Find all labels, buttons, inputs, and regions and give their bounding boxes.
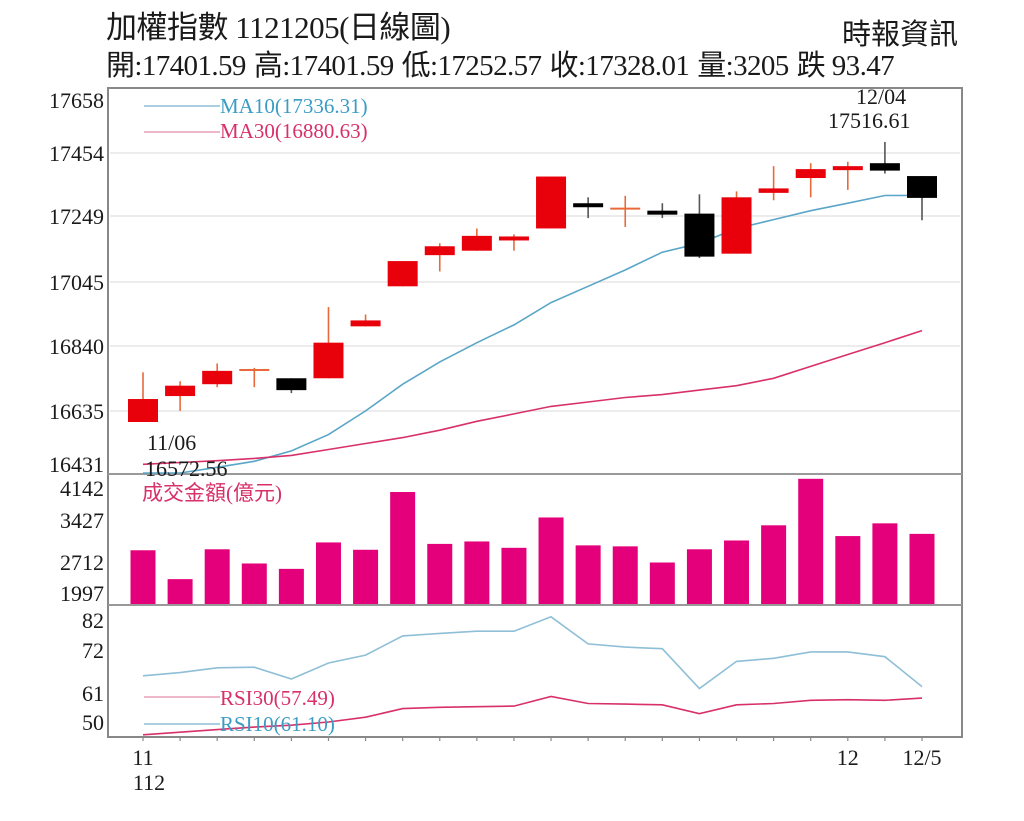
- volume-y-tick: 3427: [60, 508, 104, 533]
- volume-bar: [575, 545, 601, 604]
- source-label: 時報資訊: [841, 19, 958, 51]
- candle: [907, 176, 937, 221]
- x-axis-label: 12/5: [902, 745, 941, 770]
- candle: [721, 191, 752, 254]
- rsi10-line: [142, 615, 923, 690]
- ma30-legend-label: MA30(16880.63): [220, 119, 368, 143]
- volume-bar: [501, 547, 527, 604]
- volume-bar: [241, 563, 267, 604]
- price-y-tick: 17454: [49, 141, 104, 166]
- volume-bars: [130, 478, 935, 604]
- candle: [313, 307, 344, 379]
- candle: [424, 243, 455, 272]
- price-y-tick: 17045: [49, 270, 104, 295]
- volume-panel-title: 成交金額(億元): [142, 481, 282, 505]
- rsi-y-axis: 82 72 61 50: [82, 608, 104, 735]
- volume-bar: [761, 525, 787, 604]
- candle: [610, 195, 641, 227]
- low-value: 低:17252.57: [401, 50, 542, 82]
- volume-bar: [798, 478, 824, 604]
- ma10-line: [143, 194, 923, 474]
- x-axis-label: 11: [132, 745, 153, 770]
- volume-bar: [390, 492, 416, 604]
- low-date-annotation: 11/06: [147, 430, 196, 455]
- volume-bar: [686, 549, 712, 604]
- volume-bar: [835, 536, 861, 604]
- ma-legend: MA10(17336.31) MA30(16880.63): [144, 94, 368, 143]
- price-y-tick: 16635: [49, 399, 104, 424]
- volume-value: 量:3205: [697, 50, 789, 82]
- candle: [387, 261, 418, 287]
- panel-frames: [107, 87, 963, 738]
- candlesticks: [128, 141, 937, 423]
- volume-y-axis: 4142 3427 2712 1997: [60, 476, 104, 606]
- high-value: 高:17401.59: [253, 50, 394, 82]
- price-y-tick: 17249: [49, 204, 104, 229]
- candle: [202, 363, 233, 388]
- rsi-lines: [142, 615, 923, 736]
- volume-bar: [464, 541, 490, 604]
- volume-y-tick: 4142: [60, 476, 104, 501]
- volume-bar: [130, 550, 156, 604]
- x-axis-label: 12: [837, 745, 859, 770]
- candle: [758, 166, 789, 201]
- ma30-line: [142, 329, 923, 466]
- volume-y-tick: 2712: [60, 550, 104, 575]
- volume-bar: [167, 579, 193, 604]
- candle: [832, 161, 863, 190]
- candle: [536, 176, 567, 229]
- volume-bar: [724, 540, 750, 604]
- price-grid: [110, 152, 960, 412]
- volume-bar: [315, 542, 341, 604]
- x-axis-year-label: 112: [133, 770, 165, 795]
- candle: [239, 367, 270, 388]
- rsi-y-tick: 61: [82, 681, 104, 706]
- rsi-legend: RSI30(57.49) RSI10(61.10): [144, 686, 335, 736]
- ohlc-summary: 開:17401.59 高:17401.59 低:17252.57 收:17328.01…: [106, 48, 902, 84]
- ma10-legend-label: MA10(17336.31): [220, 94, 368, 118]
- candle: [498, 234, 529, 251]
- price-y-axis: 17658 17454 17249 17045 16840 16635 16431: [49, 88, 104, 477]
- close-value: 收:17328.01: [549, 50, 690, 82]
- volume-bar: [204, 549, 230, 604]
- volume-bar: [909, 533, 935, 604]
- low-value-annotation: 16572.56: [145, 456, 228, 481]
- high-value-annotation: 17516.61: [828, 108, 911, 133]
- price-y-tick: 16431: [49, 452, 104, 477]
- volume-bar: [427, 543, 453, 604]
- volume-bar: [278, 568, 304, 604]
- rsi-y-tick: 72: [82, 638, 104, 663]
- volume-y-tick: 1997: [60, 581, 104, 606]
- change-value: 跌 93.47: [796, 50, 895, 82]
- candle: [647, 203, 678, 219]
- price-y-tick: 16840: [49, 334, 104, 359]
- candle: [276, 378, 307, 394]
- rsi10-legend-label: RSI10(61.10): [220, 712, 335, 736]
- open-value: 開:17401.59: [106, 50, 246, 82]
- candle: [461, 228, 492, 251]
- volume-bar: [649, 562, 675, 604]
- rsi30-legend-label: RSI30(57.49): [220, 686, 335, 710]
- candle: [128, 372, 158, 423]
- chart-title: 加權指數 1121205(日線圖): [106, 10, 451, 45]
- high-date-annotation: 12/04: [856, 84, 906, 109]
- rsi30-line: [142, 695, 923, 736]
- price-y-tick: 17658: [49, 88, 104, 113]
- volume-bar: [353, 549, 379, 604]
- volume-bar: [872, 523, 898, 604]
- rsi-y-tick: 50: [82, 710, 104, 735]
- volume-bar: [538, 517, 564, 604]
- candle: [165, 381, 196, 411]
- candle: [684, 194, 715, 259]
- candle: [573, 197, 604, 219]
- volume-bar: [612, 546, 638, 604]
- rsi-y-tick: 82: [82, 608, 104, 633]
- moving-average-lines: [142, 194, 923, 474]
- candle: [795, 163, 826, 198]
- candle: [869, 141, 900, 174]
- candle: [350, 314, 381, 327]
